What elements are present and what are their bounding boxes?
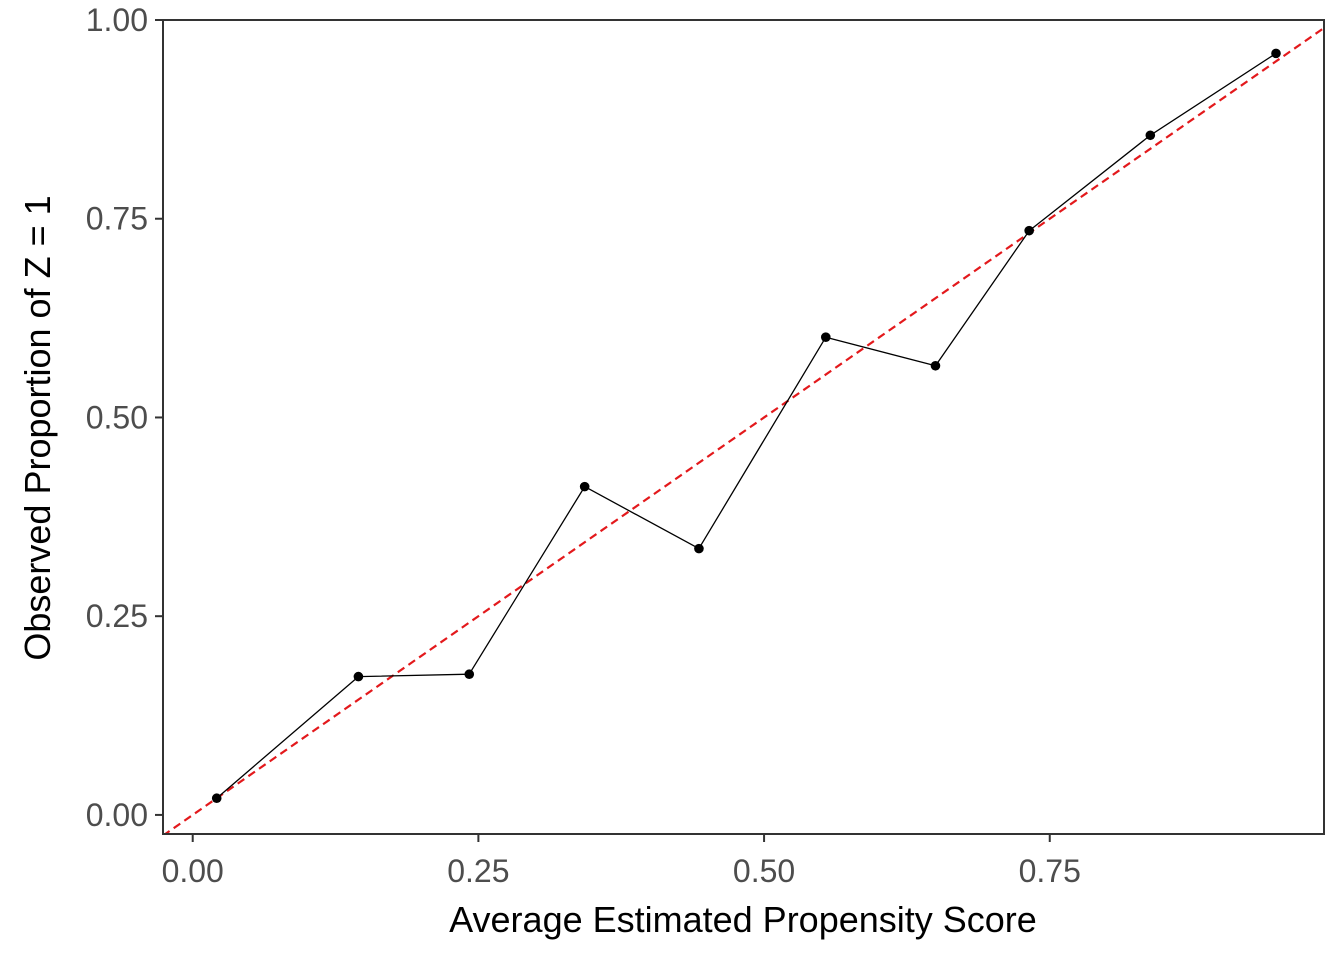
x-tick-label-3: 0.75 [1019,853,1081,889]
axes-layer: 0.00 0.25 0.50 0.75 0.00 0.25 0.50 0.75 1.00 [86,2,1325,889]
data-point-0-2 [464,669,475,680]
reference-line-diagonal [163,27,1324,834]
x-axis-title: Average Estimated Propensity Score [449,899,1037,940]
data-point-0-0 [211,793,222,804]
x-tick-label-2: 0.50 [733,853,795,889]
series-line-0 [216,52,1277,799]
panel-border [162,19,1325,835]
data-point-0-3 [579,481,590,492]
data-point-0-6 [930,360,941,371]
data-point-0-8 [1145,130,1156,141]
data-point-0-5 [820,332,831,342]
y-axis-title: Observed Proportion of Z = 1 [17,195,58,660]
y-tick-label-1: 0.25 [86,598,148,634]
x-tick-label-1: 0.25 [447,853,509,889]
y-tick-label-4: 1.00 [86,2,148,38]
x-tick-label-0: 0.00 [162,853,224,889]
plot-layer [163,27,1324,834]
y-tick-label-3: 0.75 [86,201,148,237]
data-point-0-1 [353,671,364,682]
data-point-0-4 [694,543,704,554]
data-point-0-7 [1024,225,1034,236]
y-tick-label-0: 0.00 [86,797,148,833]
y-tick-label-2: 0.50 [86,399,148,435]
data-point-0-9 [1271,48,1281,59]
panel-content [163,27,1324,834]
